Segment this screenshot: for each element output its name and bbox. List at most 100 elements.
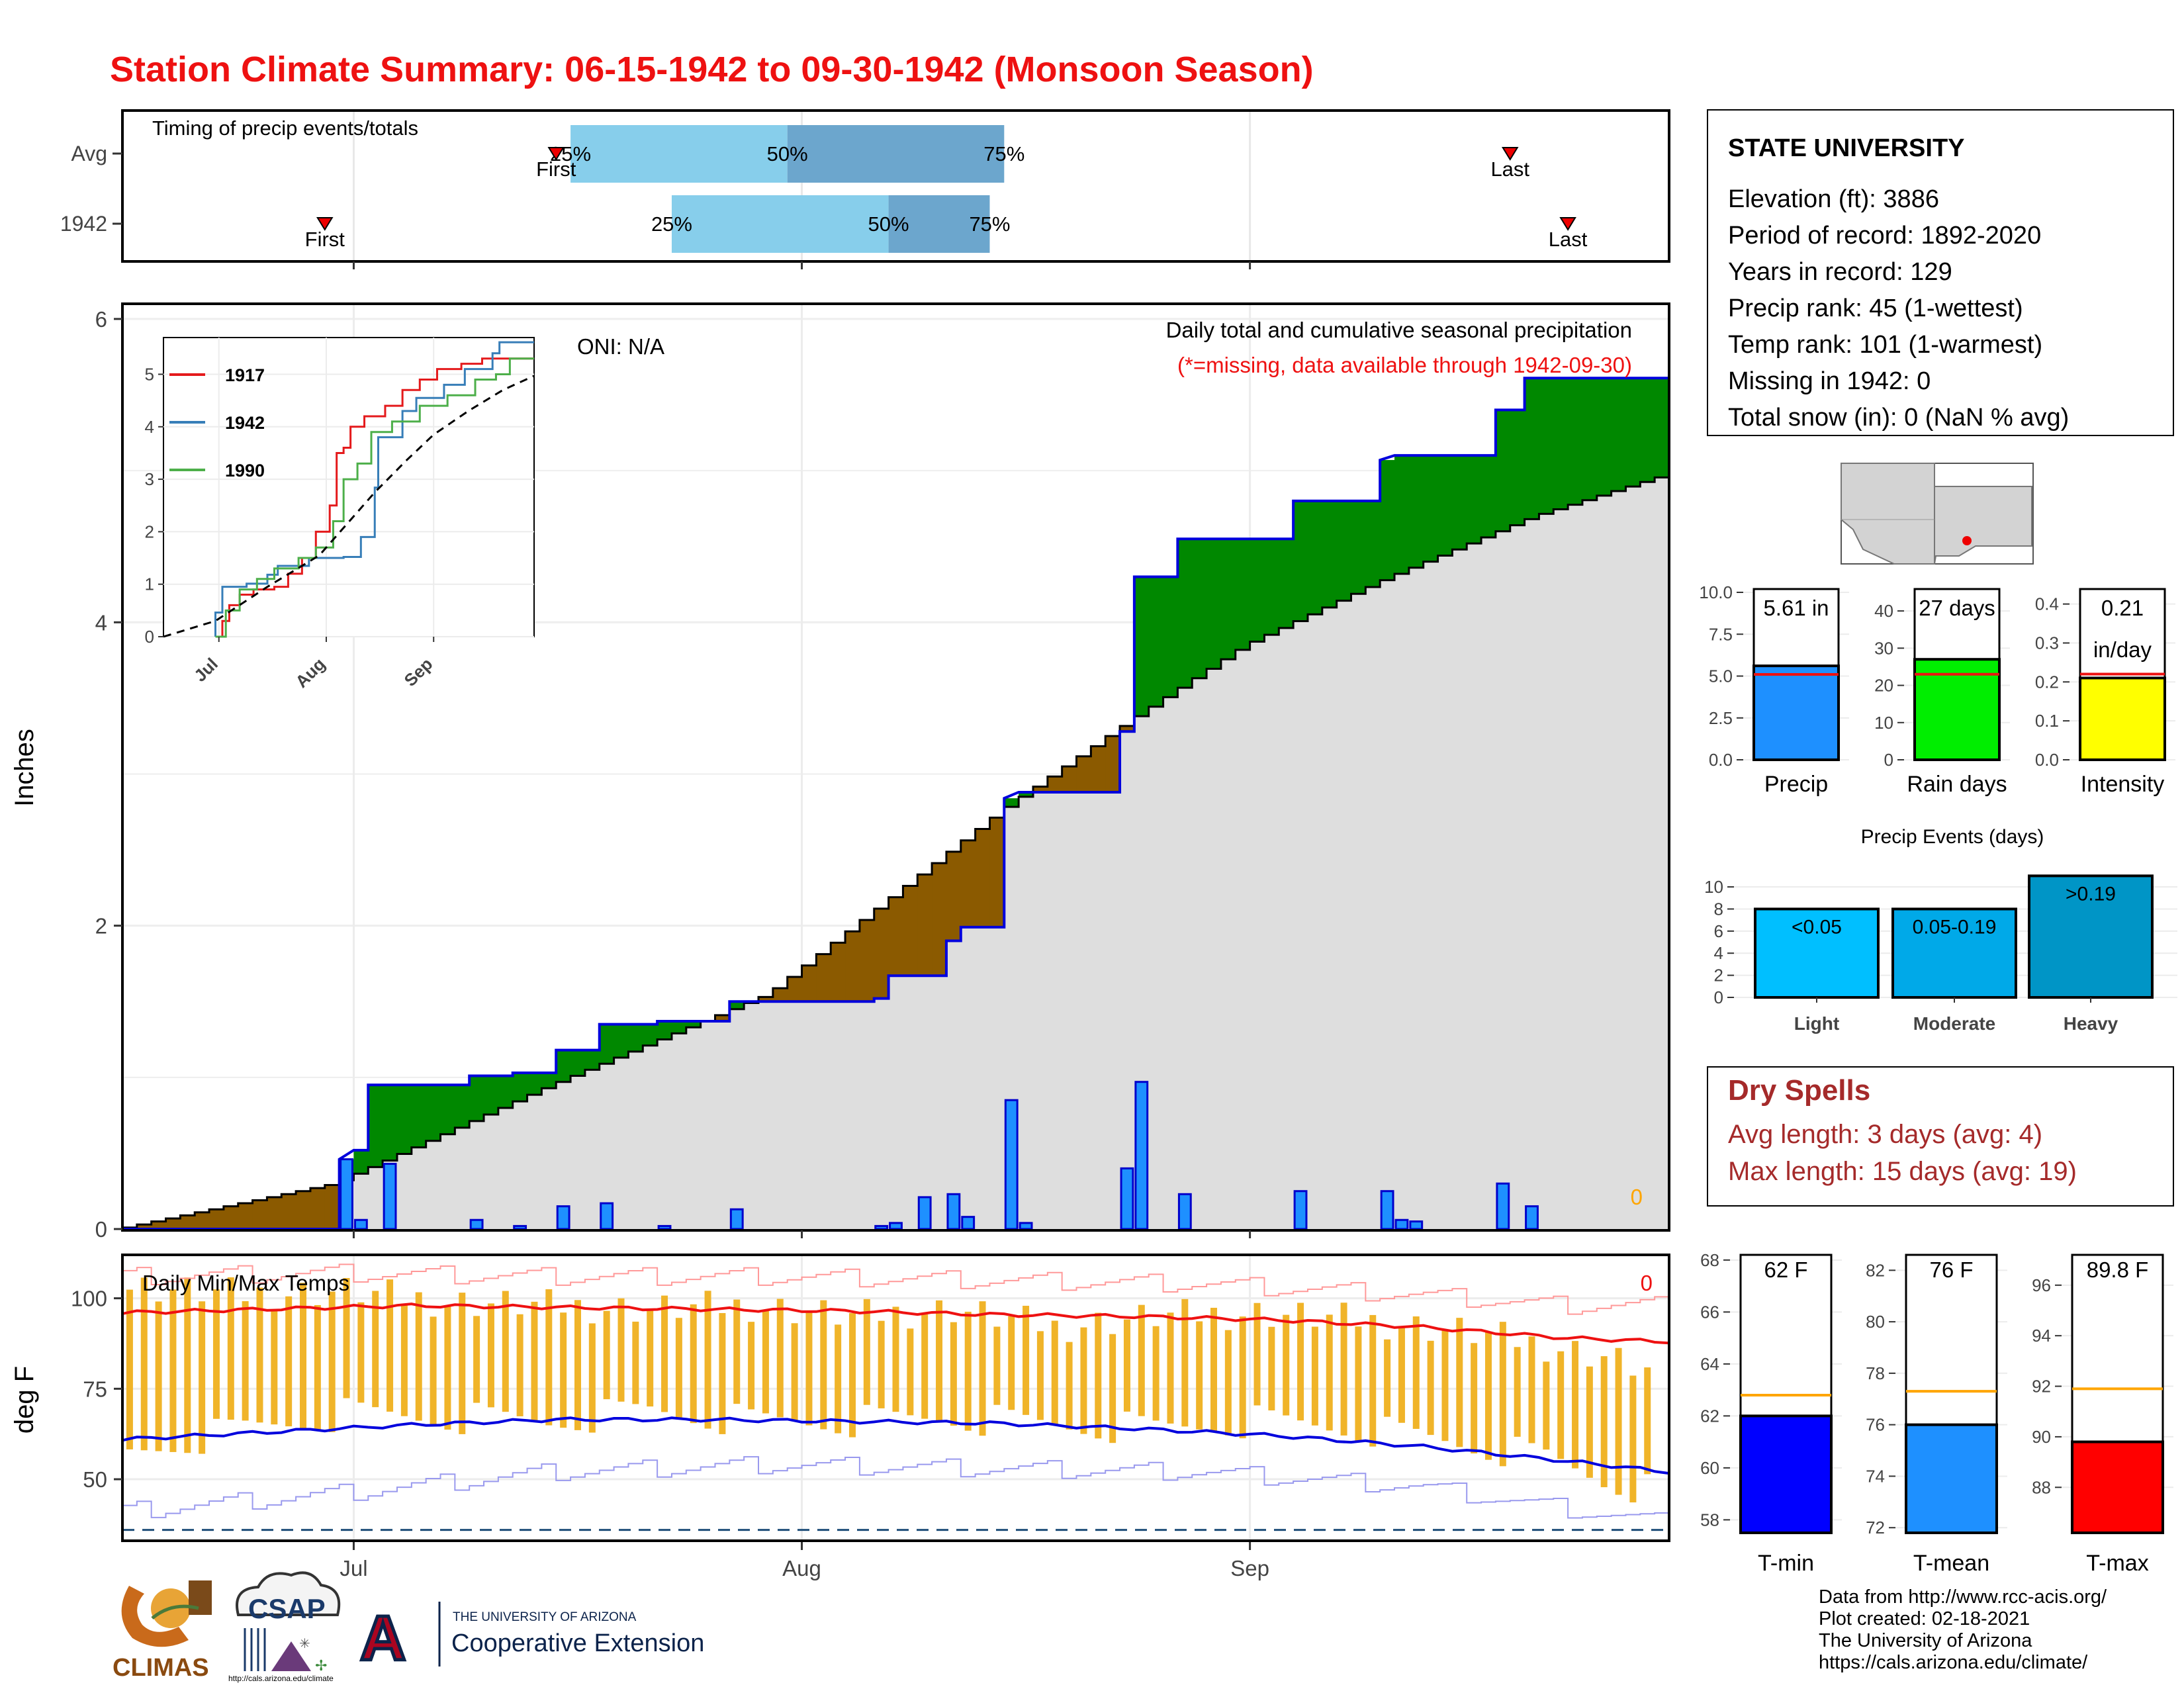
above-normal-area [527, 1072, 542, 1095]
timing-last-marker-icon [1501, 147, 1519, 161]
precip-y-tick-label: 0 [95, 1217, 107, 1242]
daily-temp-range-bar [1224, 1330, 1232, 1436]
daily-temp-range-bar [357, 1302, 365, 1403]
daily-temp-range-bar [227, 1277, 234, 1420]
events-y-tick-label: 2 [1714, 966, 1723, 985]
daily-temp-range-bar [1297, 1303, 1304, 1421]
above-normal-area [469, 1075, 484, 1121]
summary-value: 0.21 [2101, 596, 2144, 620]
station-info-frame [1707, 109, 2174, 436]
daily-precip-bar [657, 1224, 672, 1230]
climas-mountain [189, 1580, 212, 1615]
above-normal-area [1394, 455, 1410, 574]
daily-temp-range-bar [502, 1291, 509, 1412]
below-normal-area [281, 1194, 296, 1229]
temp-summary-label: T-max [2086, 1551, 2148, 1576]
university-name-small: THE UNIVERSITY OF ARIZONA [453, 1610, 637, 1624]
station-detail-line: Temp rank: 101 (1-warmest) [1728, 331, 2042, 359]
daily-temp-range-bar [372, 1291, 379, 1408]
daily-precip-bar [469, 1218, 484, 1230]
daily-temp-range-bar [545, 1289, 553, 1426]
above-normal-area [1322, 500, 1338, 608]
daily-temp-range-bar [805, 1311, 813, 1426]
events-bar-text: <0.05 [1792, 916, 1842, 938]
above-normal-area [1408, 455, 1424, 568]
daily-temp-range-bar [964, 1311, 972, 1431]
dry-spells-max-length: Max length: 15 days (avg: 19) [1728, 1157, 2077, 1186]
temp-y-tick-label: 75 [83, 1377, 107, 1401]
summary-y-tick-label: 0.0 [2035, 750, 2059, 770]
daily-precip-bar [1120, 1167, 1134, 1230]
daily-temp-range-bar [560, 1312, 567, 1428]
above-normal-area [1235, 539, 1251, 650]
above-normal-area [628, 1024, 643, 1052]
daily-temp-range-bar [199, 1301, 206, 1454]
above-normal-area [671, 1021, 687, 1034]
daily-temp-range-bar [1499, 1322, 1506, 1467]
above-normal-area [570, 1050, 586, 1076]
timing-q50-label: 50% [868, 212, 909, 236]
temp-summary-chart: 88 90 92 94 96 89.8 F T-max [2032, 1250, 2173, 1576]
temp-summary-label: T-min [1758, 1551, 1814, 1576]
precip-y-axis: 0 2 4 6 [95, 307, 1251, 1242]
inset-y-tick-label: 0 [145, 627, 154, 647]
inset-series-line [215, 357, 534, 638]
daily-temp-range-bar [848, 1313, 856, 1438]
above-normal-area [599, 1024, 615, 1064]
above-normal-area [657, 1021, 672, 1040]
daily-temp-range-bar [950, 1322, 957, 1426]
csap-logo: CSAP ✳ ✢ http://cals.arizona.edu/climate [228, 1571, 341, 1683]
below-normal-area [1091, 746, 1106, 792]
daily-temp-range-bar [1311, 1326, 1318, 1426]
events-y-tick-label: 10 [1704, 877, 1723, 897]
daily-temp-range-bar [473, 1316, 480, 1403]
daily-temp-range-bar [328, 1291, 336, 1432]
below-normal-area [787, 976, 803, 1002]
temp-panel-title: Daily Min/Max Temps [142, 1271, 349, 1295]
above-normal-area [1452, 455, 1467, 550]
daily-temp-range-bar [878, 1320, 885, 1408]
precip-missing-count: 0 [1631, 1185, 1643, 1209]
record-high-line [122, 1263, 1669, 1315]
temp-panel-frame [121, 1254, 1670, 1542]
summary-y-tick-label: 0 [1884, 750, 1893, 770]
daily-precip-bar [340, 1158, 353, 1230]
daily-temp-range-bar [647, 1309, 654, 1407]
summary-bar-label: Precip [1764, 772, 1828, 797]
daily-temp-range-bar [1023, 1305, 1030, 1415]
daily-temp-range-bar [271, 1310, 278, 1425]
observed-cumulative-line [122, 377, 1669, 1230]
daily-temp-range-bar [1095, 1312, 1102, 1439]
temp-summary-y-tick-label: 96 [2032, 1275, 2051, 1295]
precip-panel-frame [121, 302, 1670, 1232]
summary-bar-label: Intensity [2081, 772, 2165, 797]
summary-y-tick-label: 10 [1874, 713, 1893, 733]
above-normal-area [584, 1050, 600, 1070]
daily-temp-range-bar [979, 1301, 986, 1436]
average-min-line [122, 1416, 1670, 1475]
daily-precip-bar [1394, 1218, 1409, 1230]
daily-temp-range-bar [516, 1314, 523, 1416]
summary-bar-chart: 0.0 2.5 5.0 7.5 10.0 5.61 in Precip [1699, 582, 1849, 797]
dry-spells-avg-length: Avg length: 3 days (avg: 4) [1728, 1120, 2042, 1149]
above-normal-area [498, 1075, 514, 1109]
above-normal-area [1553, 378, 1569, 510]
temp-summary-bar-charts: 58 60 62 64 66 68 62 F T-min 72 74 76 78 80 82 76 F T-m… [1700, 1250, 2173, 1576]
temp-summary-y-tick-label: 94 [2032, 1326, 2051, 1346]
temp-summary-y-tick-label: 88 [2032, 1477, 2051, 1497]
above-normal-area [1264, 539, 1279, 635]
climas-leaf [151, 1604, 199, 1620]
summary-bar-chart: 0 10 20 30 40 27 days Rain days [1874, 588, 2010, 797]
below-normal-area [845, 931, 860, 1002]
below-normal-area [195, 1212, 210, 1229]
summary-y-tick-label: 0.0 [1709, 750, 1733, 770]
above-normal-area [614, 1024, 629, 1058]
above-normal-area [1177, 539, 1193, 688]
temp-summary-y-tick-label: 82 [1866, 1260, 1885, 1280]
inset-series-line [215, 357, 534, 638]
inset-y-tick-label: 5 [145, 365, 154, 385]
daily-temp-range-bar [1456, 1318, 1463, 1447]
inset-average-line [163, 375, 535, 638]
daily-temp-range-bar [1066, 1342, 1073, 1430]
